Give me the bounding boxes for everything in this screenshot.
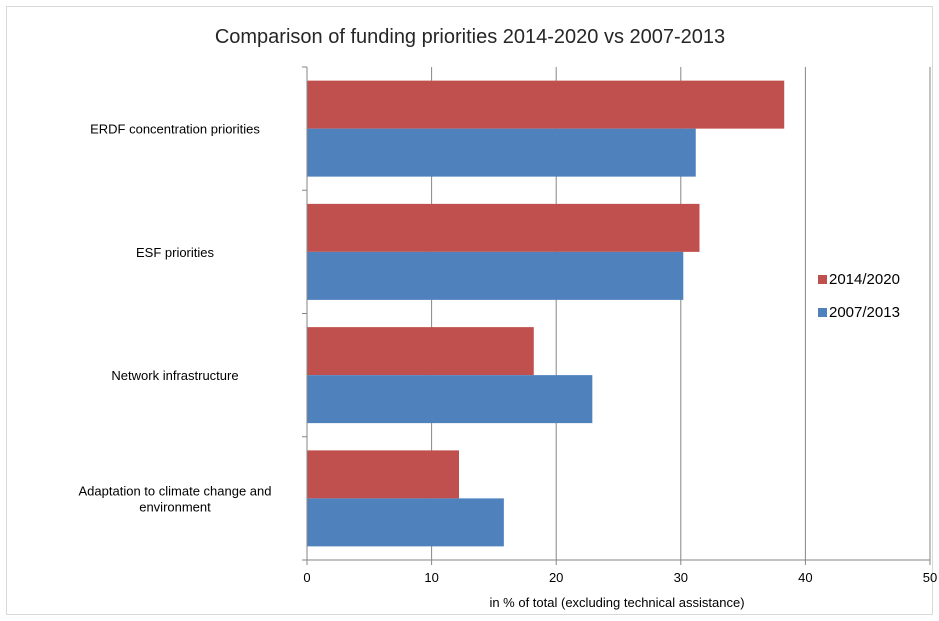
bar-2014-2020: [307, 327, 534, 376]
bars: [307, 80, 785, 547]
bar-2014-2020: [307, 80, 785, 129]
x-tick-label: 40: [798, 570, 812, 585]
category-label: Adaptation to climate change and: [79, 483, 272, 498]
x-tick-label: 50: [923, 570, 937, 585]
legend-label: 2014/2020: [829, 271, 900, 288]
legend-swatch: [818, 308, 827, 317]
bar-2007-2013: [307, 498, 504, 547]
legend-label: 2007/2013: [829, 304, 900, 321]
axes: [302, 66, 931, 565]
x-tick-label: 30: [674, 570, 688, 585]
bar-2007-2013: [307, 251, 684, 300]
x-tick-label: 10: [424, 570, 438, 585]
legend-swatch: [818, 275, 827, 284]
bar-2014-2020: [307, 203, 700, 252]
bar-2014-2020: [307, 450, 460, 499]
category-label: environment: [139, 499, 211, 514]
bar-2007-2013: [307, 128, 696, 177]
category-label: Network infrastructure: [111, 368, 238, 383]
bar-2007-2013: [307, 375, 593, 424]
x-tick-label: 0: [303, 570, 310, 585]
chart-title: Comparison of funding priorities 2014-20…: [215, 26, 725, 48]
category-labels: ERDF concentration priorities ESF priorit…: [79, 122, 272, 515]
category-label: ERDF concentration priorities: [90, 122, 260, 137]
x-tick-labels: 0 10 20 30 40 50: [303, 570, 937, 585]
category-label: ESF priorities: [136, 245, 215, 260]
legend: 2014/2020 2007/2013: [818, 271, 900, 321]
x-axis-label: in % of total (excluding technical assis…: [489, 595, 744, 610]
x-tick-label: 20: [549, 570, 563, 585]
